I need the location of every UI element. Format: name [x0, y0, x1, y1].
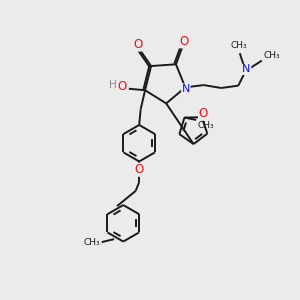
Text: CH₃: CH₃: [263, 51, 280, 60]
Text: CH₃: CH₃: [197, 121, 214, 130]
Text: N: N: [242, 64, 251, 74]
Text: O: O: [118, 80, 127, 93]
Text: O: O: [179, 35, 188, 48]
Text: O: O: [199, 107, 208, 120]
Text: CH₃: CH₃: [231, 41, 247, 50]
Text: N: N: [182, 84, 190, 94]
Text: O: O: [135, 163, 144, 176]
Text: H: H: [109, 80, 117, 90]
Text: O: O: [133, 38, 142, 51]
Text: CH₃: CH₃: [84, 238, 101, 247]
